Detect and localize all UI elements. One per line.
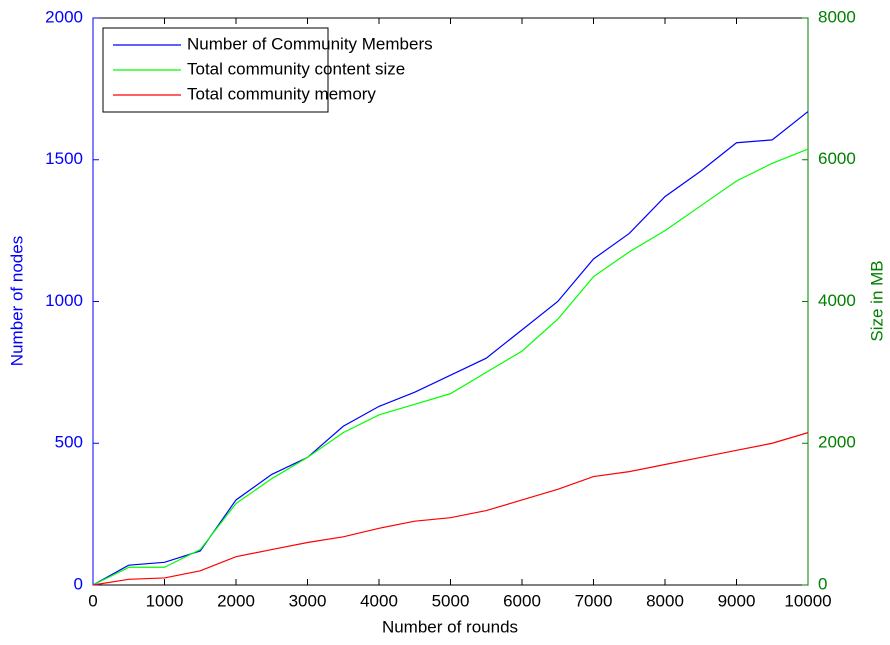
- x-tick-label: 3000: [289, 591, 327, 610]
- x-tick-label: 0: [88, 591, 97, 610]
- y-tick-label: 2000: [45, 7, 83, 26]
- y2-tick-label: 2000: [818, 433, 856, 452]
- legend-label: Number of Community Members: [187, 34, 433, 53]
- x-axis-label: Number of rounds: [382, 617, 518, 636]
- x-tick-label: 1000: [146, 591, 184, 610]
- x-tick-label: 5000: [432, 591, 470, 610]
- y2-tick-label: 4000: [818, 291, 856, 310]
- y-tick-label: 1000: [45, 291, 83, 310]
- y2-tick-label: 8000: [818, 7, 856, 26]
- y-tick-label: 500: [55, 433, 83, 452]
- series-line: [92, 432, 809, 586]
- x-tick-label: 2000: [217, 591, 255, 610]
- x-tick-label: 10000: [784, 591, 831, 610]
- x-tick-label: 7000: [575, 591, 613, 610]
- series-line: [92, 148, 809, 586]
- legend-label: Total community content size: [187, 59, 405, 78]
- y-axis-label: Number of nodes: [7, 236, 26, 366]
- x-tick-label: 6000: [503, 591, 541, 610]
- series-line: [92, 111, 809, 586]
- y2-axis-label: Size in MB: [867, 260, 886, 341]
- legend-box: [102, 27, 329, 113]
- y2-tick-label: 6000: [818, 149, 856, 168]
- y-tick-label: 0: [74, 574, 83, 593]
- x-tick-label: 9000: [718, 591, 756, 610]
- x-tick-label: 4000: [360, 591, 398, 610]
- legend-label: Total community memory: [187, 84, 376, 103]
- y-tick-label: 1500: [45, 149, 83, 168]
- x-tick-label: 8000: [646, 591, 684, 610]
- y2-tick-label: 0: [818, 574, 827, 593]
